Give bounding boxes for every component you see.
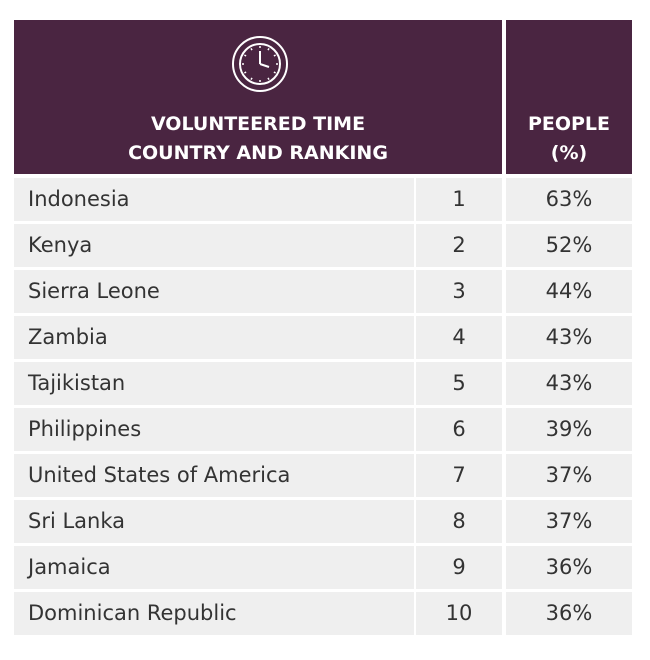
people-header: PEOPLE (%): [506, 110, 632, 168]
rank: 9: [416, 546, 502, 589]
people-percent: 39%: [506, 408, 632, 451]
country: Jamaica: [14, 546, 414, 589]
table-row: United States of America 7 37%: [14, 454, 632, 497]
rank: 7: [416, 454, 502, 497]
country: Zambia: [14, 316, 414, 359]
table-row: Zambia 4 43%: [14, 316, 632, 359]
people-percent: 43%: [506, 316, 632, 359]
table-row: Tajikistan 5 43%: [14, 362, 632, 405]
rank: 6: [416, 408, 502, 451]
header-right: PEOPLE (%): [506, 20, 632, 174]
clock-icon: [232, 36, 288, 92]
people-percent: 52%: [506, 224, 632, 267]
country: Indonesia: [14, 178, 414, 221]
rank: 2: [416, 224, 502, 267]
people-percent: 37%: [506, 500, 632, 543]
rank: 4: [416, 316, 502, 359]
people-header-line: PEOPLE: [527, 113, 611, 135]
rank: 3: [416, 270, 502, 313]
people-percent: 36%: [506, 546, 632, 589]
header-title: VOLUNTEERED TIME COUNTRY AND RANKING: [14, 110, 502, 168]
country: Tajikistan: [14, 362, 414, 405]
table-row: Dominican Republic 10 36%: [14, 592, 632, 635]
table-row: Kenya 2 52%: [14, 224, 632, 267]
table-row: Jamaica 9 36%: [14, 546, 632, 589]
table-row: Philippines 6 39%: [14, 408, 632, 451]
rank: 10: [416, 592, 502, 635]
people-percent: 63%: [506, 178, 632, 221]
people-header-line: (%): [550, 142, 588, 164]
country: Dominican Republic: [14, 592, 414, 635]
rank: 8: [416, 500, 502, 543]
header-left: VOLUNTEERED TIME COUNTRY AND RANKING: [14, 20, 502, 174]
table-row: Sri Lanka 8 37%: [14, 500, 632, 543]
table-row: Indonesia 1 63%: [14, 178, 632, 221]
people-percent: 37%: [506, 454, 632, 497]
country: Kenya: [14, 224, 414, 267]
rank: 1: [416, 178, 502, 221]
country: United States of America: [14, 454, 414, 497]
people-percent: 36%: [506, 592, 632, 635]
rank: 5: [416, 362, 502, 405]
country: Philippines: [14, 408, 414, 451]
people-percent: 43%: [506, 362, 632, 405]
header-title-line: COUNTRY AND RANKING: [128, 142, 388, 164]
table-row: Sierra Leone 3 44%: [14, 270, 632, 313]
header-title-line: VOLUNTEERED TIME: [150, 113, 366, 135]
country: Sri Lanka: [14, 500, 414, 543]
people-percent: 44%: [506, 270, 632, 313]
country: Sierra Leone: [14, 270, 414, 313]
